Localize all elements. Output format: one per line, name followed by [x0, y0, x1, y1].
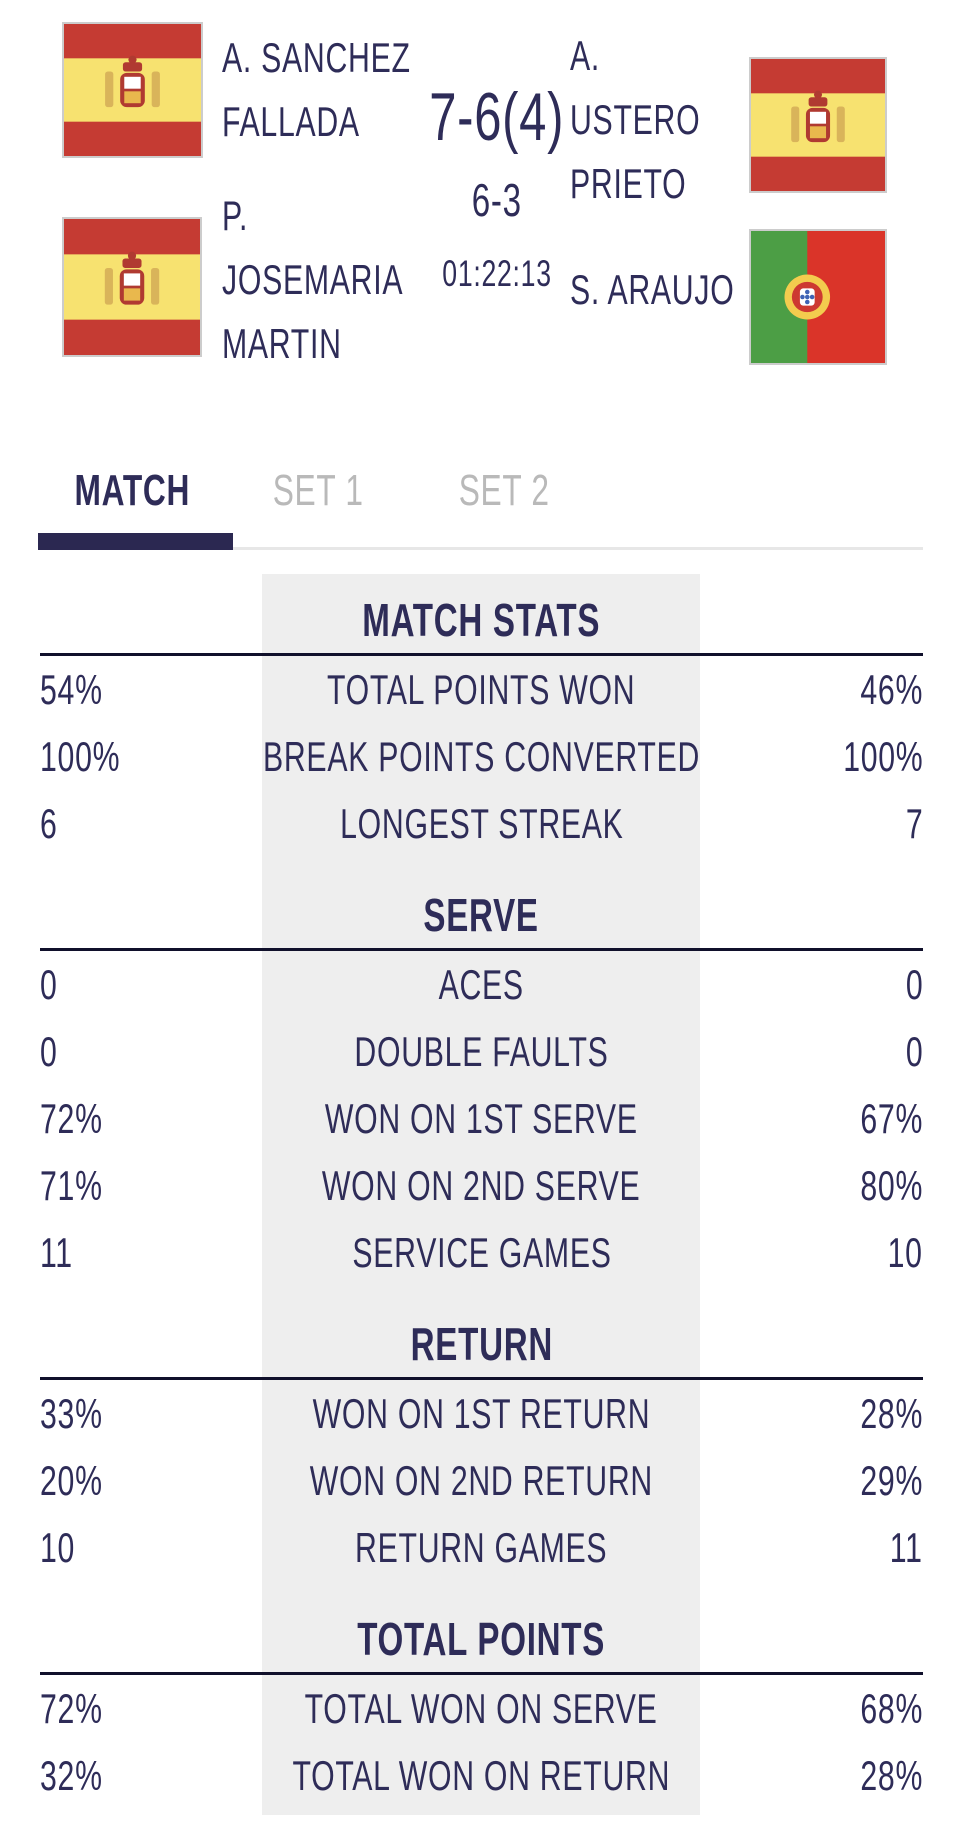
stat-label: WON ON 1ST RETURN [312, 1389, 651, 1437]
stat-value-right: 80% [860, 1161, 923, 1209]
stat-row: 20% WON ON 2ND RETURN 29% [40, 1447, 923, 1514]
player-name-line: A. [570, 32, 601, 79]
stat-label: LONGEST STREAK [339, 799, 624, 847]
section-divider-line [40, 948, 923, 951]
section-title: SERVE [423, 888, 540, 941]
stats-section: TOTAL POINTS 72% TOTAL WON ON SERVE 68% 32% T… [40, 1605, 923, 1809]
stat-label: WON ON 1ST SERVE [325, 1094, 638, 1142]
stat-row: 100% BREAK POINTS CONVERTED 100% [40, 723, 923, 790]
stat-value-left: 6 [40, 799, 58, 847]
stat-value-left: 32% [40, 1751, 103, 1799]
stat-row: 10 RETURN GAMES 11 [40, 1514, 923, 1581]
stats-section: SERVE 0 ACES 0 0 DOUBLE FAULTS 0 72% WON ON 1ST … [40, 881, 923, 1286]
spain-flag-player2 [62, 217, 202, 357]
player4-name: S. ARAUJO [570, 258, 798, 322]
set2-score: 6-3 [471, 174, 523, 226]
stat-value-right: 46% [860, 665, 923, 713]
stats-table: MATCH STATS 54% TOTAL POINTS WON 46% 100% BRE… [40, 574, 923, 1809]
stat-label: DOUBLE FAULTS [354, 1027, 609, 1075]
player-name-line: PRIETO [570, 160, 687, 207]
stat-row: 33% WON ON 1ST RETURN 28% [40, 1380, 923, 1447]
stat-value-right: 28% [860, 1751, 923, 1799]
player-name-line: S. ARAUJO [570, 266, 735, 313]
stat-value-right: 68% [860, 1684, 923, 1732]
player-name-line: USTERO [570, 96, 701, 143]
stat-value-left: 54% [40, 665, 103, 713]
stat-value-left: 100% [40, 732, 121, 780]
portugal-flag-player4 [749, 229, 887, 365]
tab-set1[interactable]: SET 1 [272, 466, 364, 515]
stat-row: 54% TOTAL POINTS WON 46% [40, 656, 923, 723]
stat-label: BREAK POINTS CONVERTED [262, 732, 701, 780]
stat-row: 0 ACES 0 [40, 951, 923, 1018]
stat-label: TOTAL POINTS WON [327, 665, 636, 713]
match-duration: 01:22:13 [442, 253, 552, 294]
tab-track [38, 547, 923, 550]
stat-value-right: 29% [860, 1456, 923, 1504]
stat-label: RETURN GAMES [355, 1523, 608, 1571]
stat-value-right: 0 [905, 1027, 923, 1075]
stats-section: MATCH STATS 54% TOTAL POINTS WON 46% 100% BRE… [40, 586, 923, 857]
section-title: RETURN [410, 1317, 553, 1370]
stat-value-right: 67% [860, 1094, 923, 1142]
player-name-line: MARTIN [222, 320, 342, 367]
stat-label: TOTAL WON ON RETURN [292, 1751, 671, 1799]
tab-match[interactable]: MATCH [74, 466, 190, 515]
stat-value-left: 0 [40, 960, 58, 1008]
stat-row: 72% WON ON 1ST SERVE 67% [40, 1085, 923, 1152]
player3-name: A. USTERO PRIETO [570, 24, 751, 216]
player-name-line: P. [222, 192, 249, 239]
stat-row: 0 DOUBLE FAULTS 0 [40, 1018, 923, 1085]
player-name-line: A. SANCHEZ [222, 34, 411, 81]
stat-row: 72% TOTAL WON ON SERVE 68% [40, 1675, 923, 1742]
player1-name: A. SANCHEZ FALLADA [222, 26, 484, 154]
section-title: TOTAL POINTS [357, 1612, 606, 1665]
stat-value-left: 72% [40, 1684, 103, 1732]
stat-value-right: 11 [890, 1523, 923, 1571]
stat-row: 11 SERVICE GAMES 10 [40, 1219, 923, 1286]
stat-label: WON ON 2ND SERVE [322, 1161, 641, 1209]
player-name-line: FALLADA [222, 98, 360, 145]
stat-value-left: 72% [40, 1094, 103, 1142]
stat-value-left: 71% [40, 1161, 103, 1209]
section-divider-line [40, 1377, 923, 1380]
stat-value-right: 28% [860, 1389, 923, 1437]
stat-row: 71% WON ON 2ND SERVE 80% [40, 1152, 923, 1219]
tab-set2[interactable]: SET 2 [458, 466, 550, 515]
player2-name: P. JOSEMARIA MARTIN [222, 184, 474, 376]
stat-value-right: 0 [905, 960, 923, 1008]
stat-value-left: 33% [40, 1389, 103, 1437]
stat-row: 32% TOTAL WON ON RETURN 28% [40, 1742, 923, 1809]
stat-value-left: 11 [40, 1228, 73, 1276]
stat-value-left: 20% [40, 1456, 103, 1504]
spain-flag-icon [64, 219, 200, 355]
section-title: MATCH STATS [362, 593, 601, 646]
stat-value-right: 100% [842, 732, 923, 780]
stats-center-column-background [262, 574, 700, 1815]
stat-label: SERVICE GAMES [351, 1228, 612, 1276]
spain-flag-icon [64, 24, 201, 156]
portugal-flag-icon [751, 231, 885, 363]
stats-section: RETURN 33% WON ON 1ST RETURN 28% 20% WON ON 2… [40, 1310, 923, 1581]
player-name-line: JOSEMARIA [222, 256, 404, 303]
section-divider-line [40, 653, 923, 656]
stat-row: 6 LONGEST STREAK 7 [40, 790, 923, 857]
stat-label: WON ON 2ND RETURN [309, 1456, 654, 1504]
spain-flag-icon [751, 59, 885, 191]
spain-flag-player3 [749, 57, 887, 193]
stat-label: ACES [438, 960, 525, 1008]
stat-label: TOTAL WON ON SERVE [305, 1684, 658, 1732]
stats-tab-bar: MATCH SET 1 SET 2 [39, 466, 597, 516]
stat-value-left: 10 [40, 1523, 76, 1571]
active-tab-indicator [38, 533, 233, 550]
stat-value-left: 0 [40, 1027, 58, 1075]
set1-score: 7-6(4) [429, 79, 565, 155]
stat-value-right: 7 [905, 799, 923, 847]
spain-flag-player1 [62, 22, 203, 158]
stat-value-right: 10 [887, 1228, 923, 1276]
section-divider-line [40, 1672, 923, 1675]
